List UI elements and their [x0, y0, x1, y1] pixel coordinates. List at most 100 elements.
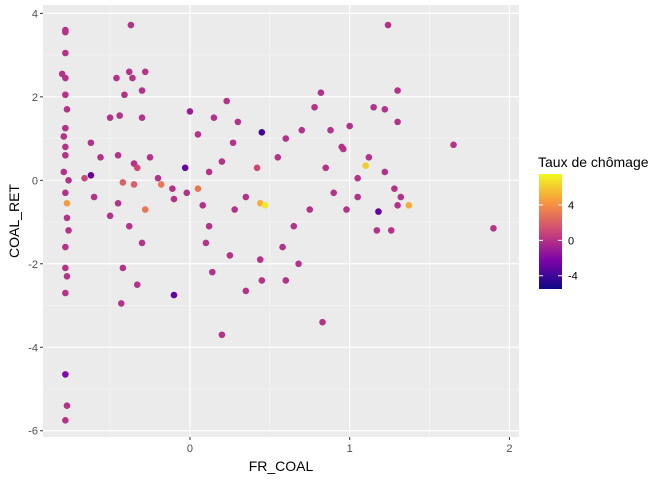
- data-point: [317, 89, 325, 96]
- data-point: [63, 402, 71, 409]
- legend: Taux de chômage 4 0 -4: [538, 154, 649, 289]
- data-point: [354, 174, 361, 182]
- data-point: [370, 103, 377, 111]
- data-point: [169, 185, 176, 192]
- data-point: [394, 202, 401, 209]
- data-point: [218, 158, 226, 165]
- data-point: [60, 168, 68, 176]
- data-point: [256, 256, 264, 263]
- data-point: [298, 126, 306, 134]
- data-point: [114, 199, 122, 207]
- data-point: [97, 154, 104, 161]
- data-point: [138, 239, 146, 247]
- data-point: [62, 264, 69, 272]
- x-tick-label: 1: [347, 443, 353, 455]
- data-point: [242, 193, 250, 201]
- data-point: [121, 91, 128, 99]
- data-points: [58, 21, 497, 424]
- data-point: [295, 260, 302, 268]
- data-point: [387, 227, 395, 234]
- data-point: [354, 193, 361, 201]
- data-point: [397, 193, 405, 201]
- data-point: [223, 97, 230, 105]
- data-point: [362, 162, 369, 169]
- data-point: [343, 206, 350, 213]
- data-point: [234, 118, 242, 126]
- data-point: [279, 243, 286, 251]
- data-point: [450, 141, 457, 149]
- data-point: [306, 206, 314, 213]
- data-point: [65, 177, 72, 184]
- data-point: [242, 287, 250, 295]
- x-tick-label: 0: [187, 443, 193, 455]
- data-point: [116, 112, 123, 119]
- data-point: [130, 181, 138, 188]
- legend-tick-label: -4: [568, 271, 578, 283]
- data-point: [154, 174, 162, 182]
- data-point: [261, 202, 269, 209]
- data-point: [119, 179, 127, 186]
- data-point: [60, 133, 68, 140]
- data-point: [322, 164, 330, 172]
- data-point: [186, 108, 194, 115]
- data-point: [205, 222, 213, 230]
- data-point: [90, 193, 98, 201]
- data-point: [62, 189, 69, 197]
- data-point: [327, 126, 334, 134]
- data-point: [62, 91, 69, 99]
- data-point: [129, 74, 136, 82]
- data-point: [194, 185, 202, 192]
- data-point: [65, 227, 72, 234]
- data-point: [181, 164, 189, 172]
- legend-colorbar: [539, 174, 562, 289]
- data-point: [113, 74, 120, 82]
- data-point: [218, 331, 226, 339]
- data-point: [62, 143, 69, 151]
- data-point: [391, 185, 398, 192]
- data-point: [63, 199, 71, 207]
- data-point: [62, 28, 69, 36]
- data-point: [141, 206, 149, 213]
- data-point: [199, 202, 207, 209]
- data-point: [319, 318, 326, 326]
- data-point: [170, 291, 178, 299]
- data-point: [384, 21, 392, 29]
- data-point: [63, 273, 71, 280]
- data-point: [330, 189, 338, 197]
- x-axis-ticks: 0 1 2: [187, 437, 512, 455]
- y-tick-label: -2: [28, 259, 38, 271]
- data-point: [81, 174, 88, 182]
- legend-title: Taux de chômage: [538, 154, 649, 170]
- legend-ticks: 4 0 -4: [539, 200, 578, 283]
- plot-panel: [43, 5, 519, 437]
- data-point: [62, 74, 69, 82]
- data-point: [394, 87, 401, 94]
- data-point: [339, 145, 347, 153]
- y-tick-label: 2: [32, 92, 38, 104]
- data-point: [229, 139, 237, 147]
- data-point: [125, 68, 133, 76]
- data-point: [226, 252, 234, 259]
- data-point: [202, 239, 210, 247]
- data-point: [405, 202, 413, 209]
- data-point: [394, 118, 401, 126]
- data-point: [282, 277, 290, 284]
- data-point: [290, 222, 298, 230]
- data-point: [490, 225, 497, 232]
- data-point: [381, 168, 389, 176]
- data-point: [62, 124, 69, 132]
- y-tick-label: -6: [28, 426, 38, 438]
- data-point: [210, 114, 218, 121]
- data-point: [141, 68, 149, 76]
- data-point: [114, 151, 122, 159]
- data-point: [258, 129, 266, 136]
- data-point: [87, 139, 95, 147]
- data-point: [311, 103, 318, 111]
- data-point: [209, 268, 216, 276]
- data-point: [62, 417, 69, 424]
- data-point: [133, 164, 141, 172]
- data-point: [231, 206, 238, 213]
- data-point: [62, 49, 69, 57]
- y-tick-label: 4: [32, 8, 38, 20]
